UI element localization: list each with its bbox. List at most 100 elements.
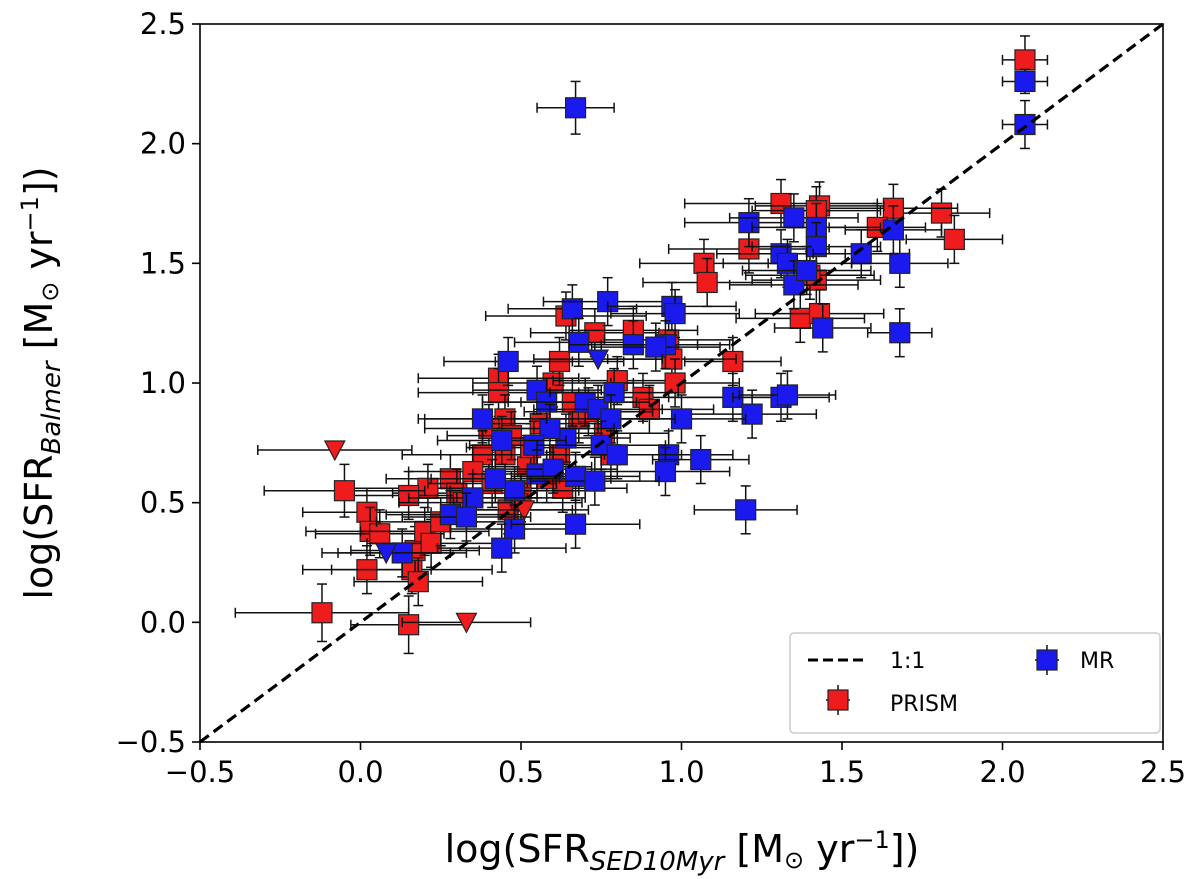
triangle-marker — [375, 543, 398, 565]
square-marker — [654, 460, 677, 483]
square-marker — [812, 317, 834, 339]
square-marker — [606, 444, 628, 466]
legend-box — [789, 632, 1161, 734]
data-point — [385, 489, 516, 540]
square-marker — [690, 448, 712, 471]
x-tick-label: 0.5 — [498, 755, 544, 789]
square-marker — [789, 307, 811, 329]
upper-limit-point — [533, 349, 663, 371]
data-point — [687, 389, 818, 439]
square-marker — [497, 350, 519, 373]
square-marker — [664, 302, 686, 325]
y-axis-label: log(SFRBalmer [M⊙ yr−1]) — [16, 166, 67, 599]
data-point — [693, 485, 798, 535]
data-point — [651, 434, 750, 485]
triangle-marker — [587, 349, 610, 371]
series-mr — [321, 68, 1049, 578]
square-marker — [741, 403, 763, 425]
plot-area — [199, 22, 1164, 744]
y-tick-label: −0.5 — [116, 725, 186, 759]
x-tick-label: −0.5 — [165, 755, 235, 789]
square-marker — [503, 518, 526, 540]
upper-limit-point — [401, 612, 532, 634]
legend-label-mr: MR — [1080, 649, 1114, 674]
square-marker — [889, 322, 911, 344]
data-point — [401, 492, 532, 542]
data-point — [536, 80, 615, 135]
square-marker — [503, 480, 526, 502]
square-marker — [311, 602, 333, 624]
square-marker — [930, 202, 953, 224]
square-marker — [568, 331, 590, 353]
data-point — [436, 415, 567, 466]
square-marker — [484, 468, 506, 490]
data-point — [905, 214, 1004, 265]
square-marker — [603, 381, 625, 404]
data-point — [545, 394, 676, 444]
y-tick-label: 0.0 — [140, 605, 186, 639]
data-point — [741, 245, 872, 296]
square-marker — [398, 614, 420, 636]
data-point — [436, 523, 567, 573]
square-marker — [738, 212, 760, 234]
square-marker — [356, 501, 378, 523]
x-tick-label: 1.0 — [658, 755, 704, 789]
data-point — [484, 403, 615, 454]
square-marker — [564, 465, 587, 487]
data-point — [844, 205, 943, 255]
square-marker — [333, 480, 356, 502]
data-point — [552, 430, 683, 480]
upper-limit-point — [321, 543, 452, 565]
legend-label-1to1: 1:1 — [890, 649, 925, 674]
x-tick-label: 2.0 — [979, 755, 1025, 789]
square-marker — [369, 523, 391, 545]
data-point — [510, 499, 641, 549]
square-marker — [491, 429, 513, 452]
data-point — [263, 463, 426, 518]
upper-limit-point — [257, 440, 413, 462]
data-point — [610, 288, 741, 339]
legend-marker-mr — [1035, 645, 1059, 675]
square-marker — [561, 298, 583, 320]
data-point — [536, 420, 667, 470]
data-point — [443, 336, 574, 387]
data-point — [350, 595, 468, 655]
data-point — [1001, 68, 1049, 95]
data-point — [866, 308, 933, 358]
data-point — [773, 303, 872, 353]
y-tick-label: 1.5 — [140, 246, 186, 280]
data-point — [430, 454, 561, 504]
data-point — [683, 178, 879, 229]
y-tick-label: 2.0 — [140, 127, 186, 161]
legend-square — [1036, 649, 1058, 671]
square-marker — [776, 384, 799, 406]
square-marker — [696, 271, 718, 294]
data-point — [513, 317, 644, 367]
square-marker — [722, 350, 744, 373]
square-marker — [564, 513, 587, 535]
square-marker — [735, 499, 757, 521]
y-tick-label: 2.5 — [140, 7, 186, 41]
legend-square — [827, 689, 849, 711]
square-marker — [796, 259, 818, 282]
legend: 1:1 PRISM MR — [789, 632, 1161, 734]
square-marker — [645, 336, 667, 358]
data-point — [529, 456, 660, 506]
y-tick-label: 0.5 — [140, 486, 186, 520]
square-marker — [564, 97, 587, 119]
triangle-marker — [455, 612, 478, 634]
data-point — [417, 394, 548, 444]
data-point — [610, 358, 741, 408]
y-tick-label: 1.0 — [140, 366, 186, 400]
square-marker — [471, 408, 494, 430]
one-to-one-line — [199, 22, 1164, 744]
square-marker — [539, 417, 561, 440]
data-point — [850, 238, 949, 289]
x-tick-label: 0.0 — [337, 755, 383, 789]
triangle-marker — [323, 440, 346, 462]
square-marker — [693, 252, 715, 274]
square-marker — [1014, 49, 1036, 71]
square-marker — [783, 207, 805, 229]
square-marker — [943, 228, 965, 250]
